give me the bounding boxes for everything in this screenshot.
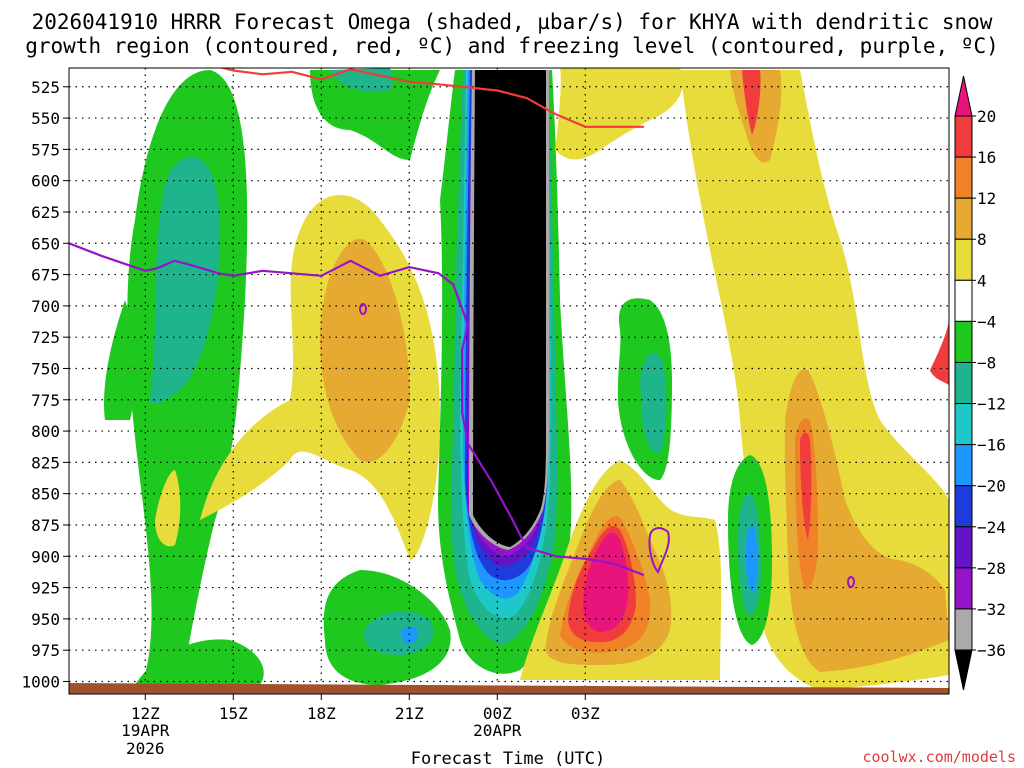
y-tick-label: 925 [31, 579, 60, 598]
omega-region-teal-right1 [640, 352, 667, 454]
colorbar-label: 12 [977, 189, 996, 208]
colorbar-swatch [954, 197, 973, 240]
colorbar-label: −28 [977, 559, 1006, 578]
omega-region-yellow-small [155, 470, 181, 547]
terrain-band [69, 683, 949, 694]
x-tick-label: 21Z [395, 704, 424, 723]
colorbar-swatch [954, 567, 973, 610]
colorbar-swatch [954, 320, 973, 363]
omega-region-blue-low [400, 626, 418, 644]
colorbar-swatch [954, 608, 973, 651]
y-tick-label: 550 [31, 109, 60, 128]
omega-region-black-column [473, 70, 546, 547]
colorbar-top-arrow [954, 75, 973, 117]
y-tick-label: 700 [31, 297, 60, 316]
colorbar-label: −8 [977, 353, 996, 372]
x-axis-title: Forecast Time (UTC) [411, 749, 605, 768]
freezing-level-blip-2 [847, 576, 855, 588]
colorbar: 20 16 12 8 4 −4 −8 −12 −16 −20 −24 −28 −32 −36 [954, 75, 1006, 691]
chart-title-line2: growth region (contoured, red, ºC) and f… [25, 34, 999, 58]
y-tick-label: 600 [31, 172, 60, 191]
omega-region-yellow-right [680, 70, 949, 690]
y-tick-label: 625 [31, 203, 60, 222]
colorbar-label: 4 [977, 271, 987, 290]
y-tick-label: 650 [31, 234, 60, 253]
colorbar-swatch [954, 485, 973, 528]
y-tick-label: 800 [31, 422, 60, 441]
omega-region-green-left2 [104, 300, 136, 420]
omega-region-teal-low [364, 611, 434, 655]
y-tick-label: 975 [31, 641, 60, 660]
omega-region-teal-left [150, 156, 220, 405]
colorbar-label: 20 [977, 107, 996, 126]
omega-region-orange-midleft [320, 238, 410, 462]
colorbar-label: 8 [977, 230, 987, 249]
y-tick-label: 675 [31, 266, 60, 285]
colorbar-label: −4 [977, 312, 996, 331]
chart-title-line1: 2026041910 HRRR Forecast Omega (shaded, … [31, 10, 993, 34]
colorbar-swatch [954, 361, 973, 405]
x-tick-year: 2026 [126, 739, 165, 758]
colorbar-label: −16 [977, 436, 1006, 455]
plot-frame [68, 67, 950, 695]
y-tick-label: 775 [31, 391, 60, 410]
omega-shaded-field [104, 68, 949, 690]
colorbar-swatch [954, 279, 973, 322]
colorbar-swatch [954, 156, 973, 199]
y-tick-label: 900 [31, 547, 60, 566]
colorbar-swatch [954, 115, 973, 158]
x-tick-date: 19APR [121, 721, 170, 740]
omega-region-yellow-top21 [555, 68, 684, 160]
omega-region-red-right-low [800, 432, 812, 540]
y-tick-label: 750 [31, 359, 60, 378]
omega-region-blue-00z [746, 525, 758, 592]
x-tick-label: 15Z [219, 704, 248, 723]
colorbar-swatch [954, 444, 973, 487]
y-tick-label: 850 [31, 485, 60, 504]
y-tick-label: 725 [31, 328, 60, 347]
credit-text: coolwx.com/models [862, 748, 1016, 766]
colorbar-label: −20 [977, 477, 1006, 496]
x-tick-date: 20APR [473, 721, 522, 740]
y-tick-label: 825 [31, 453, 60, 472]
y-tick-label: 575 [31, 140, 60, 159]
x-tick-label: 12Z [131, 704, 160, 723]
colorbar-swatch [954, 238, 973, 281]
y-tick-label: 875 [31, 516, 60, 535]
freezing-level-line [69, 242, 645, 577]
freezing-level-blip [359, 303, 367, 315]
x-tick-label: 00Z [483, 704, 512, 723]
y-tick-label: 1000 [21, 672, 60, 691]
freezing-level-loop [648, 527, 670, 574]
y-axis: 525 550 575 600 625 650 675 700 725 750 775 800 825 8… [21, 78, 69, 691]
omega-region-green-top [310, 70, 440, 160]
x-tick-label: 18Z [307, 704, 336, 723]
colorbar-bottom-arrow [954, 649, 973, 691]
colorbar-swatch [954, 526, 973, 569]
y-tick-label: 525 [31, 78, 60, 97]
dgz-contour-edge [930, 329, 949, 373]
colorbar-label: −12 [977, 395, 1006, 414]
colorbar-label: −36 [977, 641, 1006, 660]
omega-region-gold-right-low [784, 369, 949, 672]
grid-lines [69, 68, 949, 694]
omega-region-magenta-21z [582, 532, 629, 632]
colorbar-label: 16 [977, 148, 996, 167]
x-tick-label: 03Z [571, 704, 600, 723]
colorbar-swatch [954, 403, 973, 446]
dgz-contour-line [219, 68, 644, 128]
colorbar-label: −24 [977, 518, 1006, 537]
colorbar-label: −32 [977, 600, 1006, 619]
omega-region-red-right-top [742, 70, 761, 135]
y-tick-label: 950 [31, 610, 60, 629]
